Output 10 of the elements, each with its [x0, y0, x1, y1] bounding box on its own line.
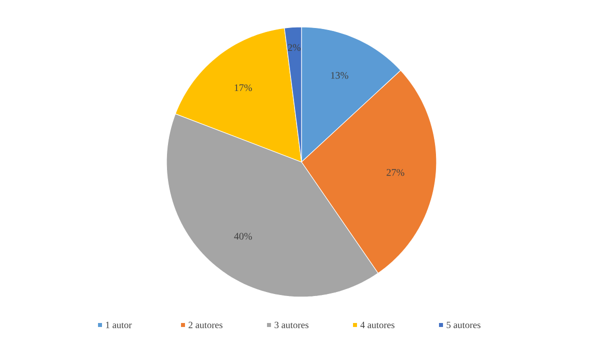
- legend-label: 4 autores: [360, 322, 394, 328]
- legend-label: 2 autores: [188, 322, 222, 328]
- data-label: 40%: [234, 232, 252, 240]
- data-label: 2%: [288, 44, 301, 51]
- legend-label: 1 autor: [106, 322, 132, 328]
- data-label: 13%: [331, 72, 348, 79]
- legend-label: 5 autores: [446, 322, 480, 328]
- data-label: 27%: [386, 169, 404, 176]
- data-label: 17%: [234, 84, 252, 92]
- legend-label: 3 autores: [274, 322, 308, 328]
